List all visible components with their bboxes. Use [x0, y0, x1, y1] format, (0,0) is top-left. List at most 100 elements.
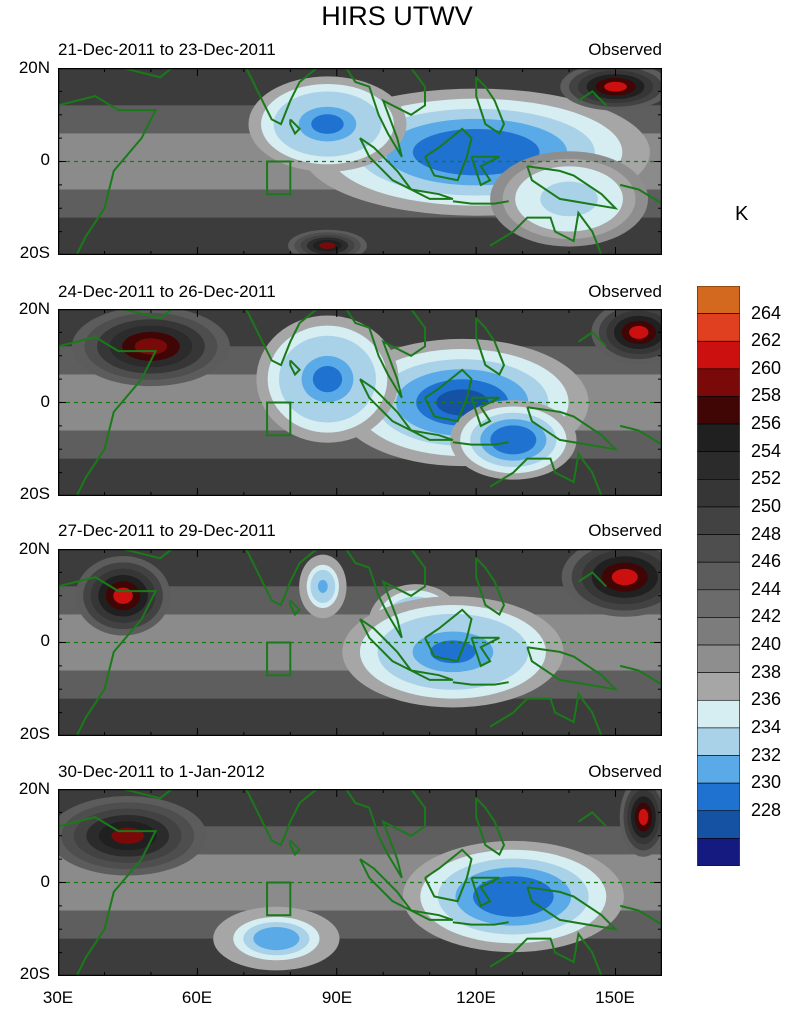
coastline — [475, 317, 506, 376]
coastline — [577, 571, 607, 588]
colorbar-tick-label: 248 — [751, 523, 782, 544]
colorbar-tick-label: 234 — [751, 716, 782, 737]
coastline — [410, 909, 454, 921]
panel-4-tag: Observed — [588, 762, 662, 781]
region-box — [266, 881, 292, 917]
moist-region-contour — [317, 579, 328, 593]
colorbar-swatch — [697, 727, 740, 756]
colorbar-tick-label: 260 — [751, 357, 782, 378]
panel-3-date-range: 27-Dec-2011 to 29-Dec-2011 — [58, 521, 276, 540]
colorbar-tick-label: 244 — [751, 578, 782, 599]
dry-region-contour — [319, 242, 336, 249]
colorbar-tick-label: 228 — [751, 799, 782, 820]
coastline — [489, 451, 603, 496]
coastline — [452, 441, 509, 446]
coastline — [58, 336, 158, 496]
coastline — [410, 429, 454, 441]
coastline — [489, 931, 603, 976]
dry-region-contour — [638, 808, 649, 826]
coastline — [122, 789, 426, 879]
panel-4-map — [58, 789, 662, 976]
coastline — [475, 797, 506, 856]
coastline — [424, 608, 473, 663]
colorbar-tick-label: 258 — [751, 385, 782, 406]
lon-label-60e: 60E — [181, 988, 213, 1007]
coastline — [526, 646, 619, 691]
coastline — [424, 127, 473, 182]
panel-1-tag: Observed — [588, 40, 662, 59]
colorbar-tick-label: 236 — [751, 689, 782, 710]
coastline — [475, 557, 506, 616]
colorbar-swatch — [697, 368, 740, 397]
lat-label-panel1-20n: 20N — [18, 58, 50, 77]
dry-region-contour — [134, 338, 168, 355]
coastline — [410, 669, 454, 681]
region-box — [266, 401, 292, 437]
colorbar-tick-label: 256 — [751, 413, 782, 434]
coastline — [619, 904, 662, 926]
coastline — [619, 664, 662, 686]
colorbar-swatch — [697, 782, 740, 812]
colorbar-tick-label: 238 — [751, 661, 782, 682]
coastline — [470, 396, 500, 428]
coastline — [424, 368, 473, 423]
colorbar-swatch — [697, 699, 740, 729]
moist-region-contour — [263, 932, 290, 946]
coastline — [526, 165, 619, 210]
coastline — [122, 549, 426, 639]
coastline — [58, 816, 158, 976]
colorbar-swatch — [697, 672, 740, 701]
colorbar-swatch — [697, 286, 740, 314]
moist-region-contour — [311, 114, 344, 134]
coastline — [526, 406, 619, 451]
colorbar-swatch — [697, 810, 740, 839]
colorbar-swatch — [697, 644, 740, 673]
coastline — [489, 691, 603, 736]
colorbar-swatch — [697, 617, 740, 646]
panel-1-map — [58, 68, 662, 255]
coastline — [452, 681, 509, 686]
moist-region-contour — [552, 189, 586, 209]
colorbar-swatch — [697, 423, 740, 453]
coastline — [470, 155, 500, 187]
colorbar-swatch — [697, 396, 740, 425]
colorbar-swatch — [697, 561, 740, 591]
lat-label-panel3-20n: 20N — [18, 539, 50, 558]
colorbar-tick-label: 250 — [751, 495, 782, 516]
region-box — [266, 641, 292, 677]
colorbar-swatch — [697, 479, 740, 508]
lon-label-30e: 30E — [42, 988, 74, 1007]
lon-label-90e: 90E — [321, 988, 353, 1007]
coastline — [58, 576, 158, 736]
lat-label-panel4-0: 0 — [40, 872, 50, 891]
colorbar-tick-label: 252 — [751, 468, 782, 489]
coastline — [577, 90, 607, 107]
lon-label-150e: 150E — [595, 988, 635, 1007]
lat-label-panel4-20n: 20N — [18, 779, 50, 798]
background-band — [58, 698, 662, 736]
lon-label-120e: 120E — [456, 988, 496, 1007]
lat-label-panel4-20s: 20S — [19, 964, 50, 983]
moist-region-contour — [312, 366, 343, 393]
coastline — [289, 839, 302, 857]
panel-1-date-range: 21-Dec-2011 to 23-Dec-2011 — [58, 40, 276, 59]
panel-4-date-range: 30-Dec-2011 to 1-Jan-2012 — [58, 762, 265, 781]
colorbar-tick-label: 230 — [751, 772, 782, 793]
colorbar — [697, 286, 740, 866]
colorbar-swatch — [697, 451, 740, 480]
coastline — [619, 424, 662, 446]
panel-2-map — [58, 309, 662, 496]
colorbar-tick-label: 232 — [751, 744, 782, 765]
colorbar-tick-label: 242 — [751, 606, 782, 627]
dry-region-contour — [629, 325, 649, 339]
background-band — [58, 458, 662, 496]
coastline — [475, 76, 506, 135]
coastline — [58, 95, 158, 255]
colorbar-tick-label: 246 — [751, 551, 782, 572]
coastline — [619, 183, 662, 205]
colorbar-swatch — [697, 534, 740, 563]
colorbar-swatch — [697, 838, 740, 866]
coastline — [289, 359, 302, 377]
colorbar-tick-label: 262 — [751, 330, 782, 351]
